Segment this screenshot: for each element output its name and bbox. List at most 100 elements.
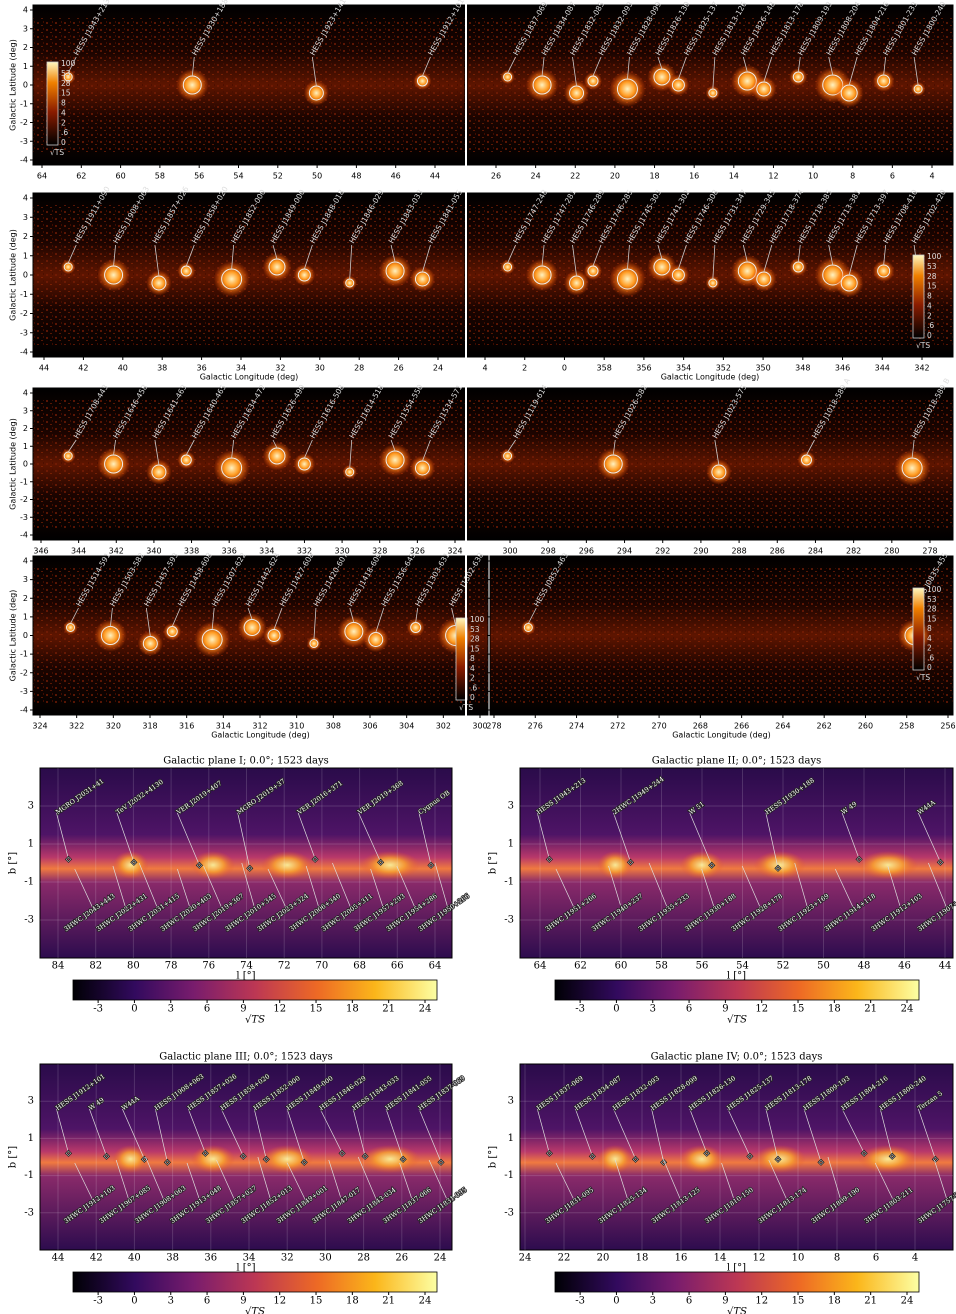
panel-title: Galactic plane II; 0.0°; 1523 days	[652, 756, 821, 767]
colorbar-tick-label: 3	[168, 1296, 174, 1307]
x-tick-label: 34	[236, 364, 246, 373]
marker: ◇	[590, 1152, 595, 1160]
y-tick-label: -2	[20, 118, 28, 127]
source-glow	[751, 76, 776, 101]
colorbar-tick-label: 8	[927, 624, 932, 633]
y-tick-label: -3	[24, 915, 34, 926]
y-tick-label: -3	[20, 137, 28, 146]
y-tick-label: 1	[28, 1133, 34, 1144]
y-tick-label: -3	[24, 1207, 34, 1218]
emission	[858, 851, 918, 879]
x-tick-label: 318	[142, 722, 157, 731]
colorbar-tick-label: .6	[470, 683, 477, 692]
source-glow	[263, 625, 285, 647]
y-tick-label: 3	[28, 1096, 34, 1107]
x-tick-label: 38	[166, 1253, 179, 1264]
colorbar-tick-label: 2	[470, 674, 475, 683]
colorbar-tick-label: 4	[927, 301, 932, 310]
x-tick-label: 264	[775, 722, 790, 731]
marker: ◇	[131, 858, 136, 866]
x-tick-label: 6	[873, 1253, 879, 1264]
y-tick-label: -3	[504, 915, 514, 926]
colorbar-tick-label: 53	[927, 262, 937, 271]
x-tick-label: 20	[610, 172, 620, 181]
marker: ◇	[775, 864, 780, 872]
marker: ◇	[378, 858, 383, 866]
marker: ◇	[66, 1149, 71, 1157]
colorbar	[913, 588, 924, 670]
x-tick-label: 52	[273, 172, 283, 181]
x-tick-label: 288	[731, 547, 746, 556]
source-glow	[263, 442, 292, 471]
x-tick-label: 20	[597, 1253, 610, 1264]
colorbar-tick-label: 8	[470, 654, 475, 663]
y-tick-label: 4	[23, 194, 28, 203]
x-tick-label: 274	[569, 722, 584, 731]
marker: ◇	[819, 1158, 824, 1166]
x-tick-label: 348	[795, 364, 810, 373]
x-tick-label: 8	[834, 1253, 840, 1264]
y-tick-label: 1	[23, 62, 28, 71]
marker: ◇	[862, 1149, 867, 1157]
colorbar-tick-label: 24	[419, 1004, 432, 1015]
x-tick-label: 24	[434, 1253, 447, 1264]
colorbar-label: √TS	[727, 1307, 747, 1314]
x-tick-label: 28	[357, 1253, 370, 1264]
colorbar-tick-label: 21	[382, 1004, 395, 1015]
source-glow	[797, 451, 815, 469]
x-tick-label: 30	[319, 1253, 332, 1264]
x-tick-label: 296	[579, 547, 594, 556]
y-tick-label: -4	[20, 706, 28, 715]
colorbar-tick-label: 100	[61, 59, 76, 68]
source-glow	[668, 74, 690, 96]
colorbar-tick-label: 3	[168, 1004, 174, 1015]
colorbar-tick-label: 4	[927, 634, 932, 643]
colorbar-tick-label: 18	[828, 1004, 841, 1015]
x-tick-label: 10	[792, 1253, 805, 1264]
colorbar-label: √TS	[245, 1015, 265, 1026]
y-tick-label: -3	[504, 1207, 514, 1218]
x-axis-label: Galactic Longitude (deg)	[672, 731, 771, 740]
x-tick-label: 2	[522, 364, 527, 373]
colorbar-tick-label: 6	[686, 1296, 692, 1307]
x-tick-label: 36	[197, 364, 207, 373]
x-tick-label: 44	[939, 961, 952, 972]
panel-title: Galactic plane I; 0.0°; 1523 days	[163, 756, 329, 767]
colorbar-tick-label: 28	[927, 605, 937, 614]
x-tick-label: 256	[940, 722, 955, 731]
colorbar-tick-label: 6	[686, 1004, 692, 1015]
colorbar-tick-label: 0	[613, 1296, 619, 1307]
x-tick-label: 64	[37, 172, 47, 181]
x-tick-label: 72	[278, 961, 291, 972]
x-tick-label: 14	[714, 1253, 727, 1264]
colorbar-tick-label: 0	[927, 663, 932, 672]
x-tick-label: 298	[541, 547, 556, 556]
marker: ◇	[747, 1152, 752, 1160]
colorbar-tick-label: 100	[927, 252, 942, 261]
x-tick-label: 340	[146, 547, 161, 556]
source-glow	[835, 269, 864, 298]
sky-noise	[33, 17, 465, 153]
x-tick-label: 302	[436, 722, 451, 731]
y-tick-label: 1	[28, 839, 34, 850]
colorbar-tick-label: 9	[240, 1296, 246, 1307]
y-tick-label: 0	[23, 271, 28, 280]
emission	[858, 1145, 918, 1173]
colorbar-tick-label: 0	[927, 331, 932, 340]
source-glow	[410, 455, 435, 480]
source-glow	[668, 264, 690, 286]
panel-title: Galactic plane IV; 0.0°; 1523 days	[651, 1052, 823, 1063]
colorbar-tick-label: 24	[901, 1004, 914, 1015]
marker: ◇	[547, 855, 552, 863]
colorbar-tick-label: 12	[273, 1004, 286, 1015]
y-tick-label: -1	[504, 877, 514, 888]
colorbar-tick-label: 53	[470, 625, 480, 634]
x-tick-label: 24	[531, 172, 541, 181]
colorbar-tick-label: 12	[755, 1296, 768, 1307]
y-tick-label: 0	[23, 631, 28, 640]
colorbar-tick-label: 15	[470, 644, 480, 653]
x-tick-label: 22	[570, 172, 580, 181]
y-tick-label: -4	[20, 348, 28, 357]
emission	[360, 1145, 420, 1173]
y-tick-label: 2	[23, 43, 28, 52]
